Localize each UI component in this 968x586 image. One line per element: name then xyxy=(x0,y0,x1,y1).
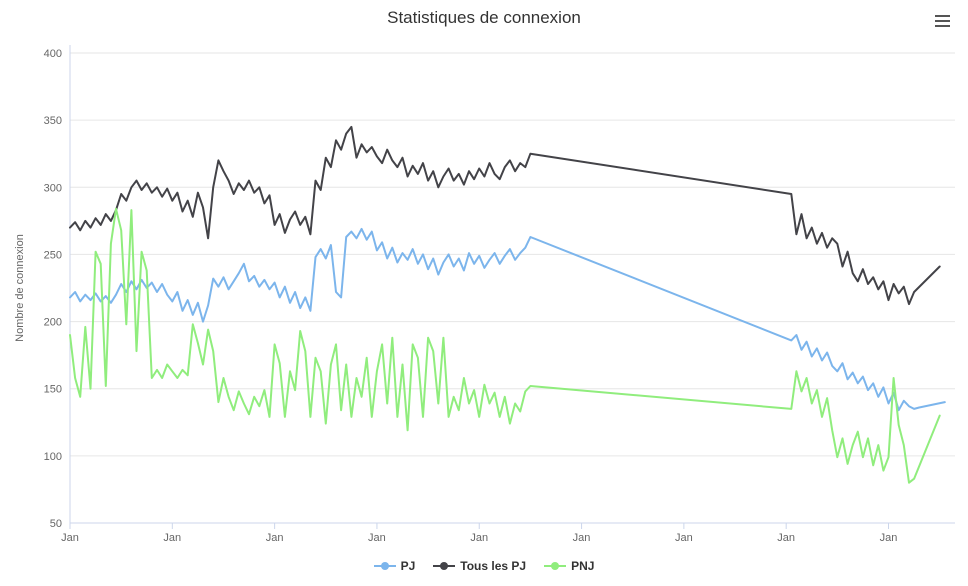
x-tick-label: Jan xyxy=(470,532,488,544)
hamburger-menu-icon xyxy=(934,15,950,27)
y-tick-label: 300 xyxy=(44,182,62,194)
legend-label-pj: PJ xyxy=(400,559,416,573)
series-line-pnj xyxy=(69,207,941,484)
legend-label-tous-les-pj: Tous les PJ xyxy=(460,559,527,573)
legend-marker-tous-les-pj xyxy=(433,560,456,572)
legend-marker-pnj xyxy=(544,560,567,572)
y-axis-title: Nombre de connexion xyxy=(14,234,26,342)
y-tick-label: 50 xyxy=(50,518,62,530)
x-tick-label: Jan xyxy=(880,532,898,544)
y-tick-label: 250 xyxy=(44,249,62,261)
chart-title: Statistiques de connexion xyxy=(387,8,581,27)
legend-marker-icon xyxy=(433,562,456,570)
legend-marker-icon xyxy=(544,562,567,570)
legend-marker-pj xyxy=(373,560,396,572)
x-tick-label: Jan xyxy=(675,532,693,544)
x-tick-label: Jan xyxy=(163,532,181,544)
legend-label-pnj: PNJ xyxy=(571,559,595,573)
legend-item-pj[interactable]: PJ xyxy=(373,559,416,573)
legend-item-pnj[interactable]: PNJ xyxy=(544,559,594,573)
y-tick-label: 150 xyxy=(44,384,62,396)
series-line-tous-les-pj xyxy=(69,125,941,306)
legend: PJ Tous les PJ PNJ xyxy=(0,559,968,573)
legend-item-tous-les-pj[interactable]: Tous les PJ xyxy=(433,559,526,573)
x-tick-label: Jan xyxy=(266,532,284,544)
y-tick-label: 400 xyxy=(44,48,62,60)
legend-marker-icon xyxy=(373,562,396,570)
x-tick-label: Jan xyxy=(368,532,386,544)
x-tick-label: Jan xyxy=(777,532,795,544)
export-menu-button[interactable] xyxy=(929,9,955,33)
x-tick-label: Jan xyxy=(61,532,79,544)
x-tick-label: Jan xyxy=(573,532,591,544)
plot-area: 50 100 150 200 250 300 350 400 Jan Jan Jan Jan Jan Ja… xyxy=(14,45,955,544)
y-tick-label: 200 xyxy=(44,317,62,329)
y-tick-label: 100 xyxy=(44,451,62,463)
y-tick-label: 350 xyxy=(44,115,62,127)
series-line-pj xyxy=(69,227,946,412)
